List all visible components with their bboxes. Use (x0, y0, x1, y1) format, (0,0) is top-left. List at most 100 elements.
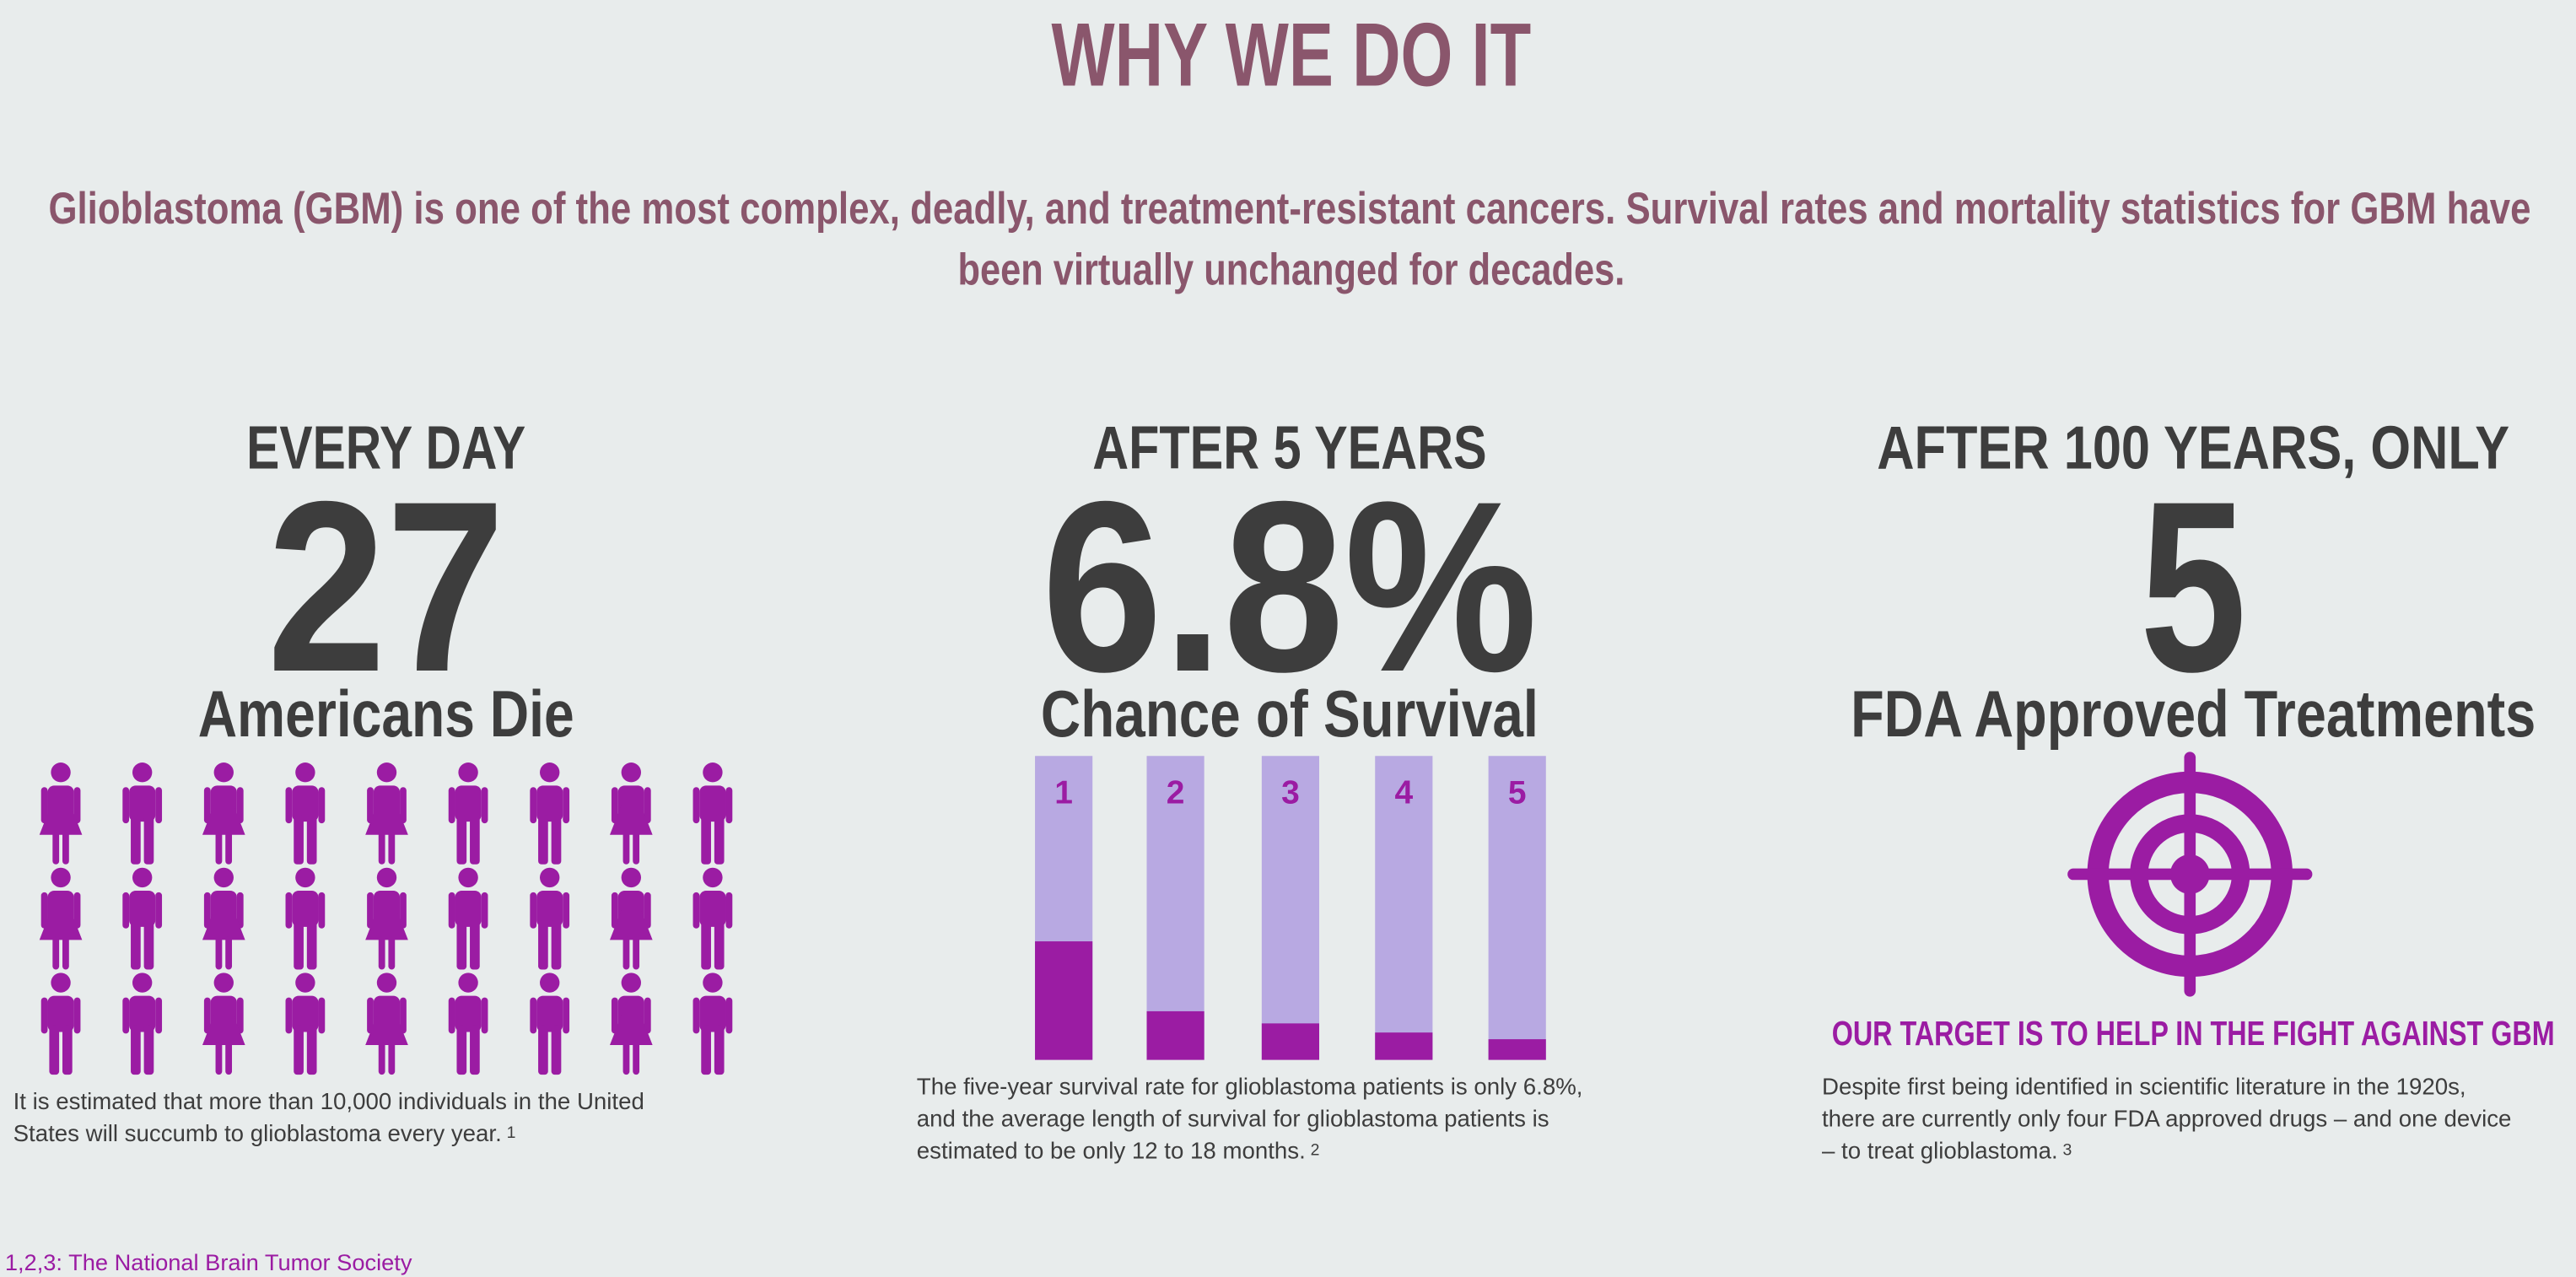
person-arm (285, 997, 293, 1034)
person-leg (294, 1025, 304, 1075)
target-icon (2067, 752, 2313, 997)
person-torso (292, 995, 319, 1032)
person-leg (306, 1025, 317, 1075)
person-leg (701, 920, 711, 970)
person-head (621, 973, 641, 993)
person-arm (644, 787, 651, 824)
person-skirt (609, 910, 653, 940)
person-leg (538, 815, 548, 865)
person-arm (367, 997, 374, 1034)
person-arm (122, 892, 130, 929)
person-leg (294, 815, 304, 865)
person-arm (448, 997, 455, 1034)
person-leg (143, 920, 154, 970)
person-arm (236, 892, 244, 929)
person-torso (292, 890, 319, 927)
person-leg (701, 815, 711, 865)
person-icon (40, 973, 81, 1075)
person-leg (622, 831, 630, 865)
person-head (51, 762, 71, 783)
stat-label: Chance of Survival (1041, 676, 1539, 751)
person-leg (551, 1025, 562, 1075)
intro-line: Glioblastoma (GBM) is one of the most co… (48, 184, 2530, 234)
person-head (295, 762, 315, 783)
person-leg (714, 920, 725, 970)
person-torso (129, 785, 156, 822)
stat-heading: AFTER 100 YEARS, ONLY (1877, 414, 2509, 482)
caption-line: States will succumb to glioblastoma ever… (13, 1120, 502, 1146)
caption-line: Despite first being identified in scient… (1822, 1073, 2466, 1099)
stat-label: FDA Approved Treatments (1851, 676, 2536, 751)
person-icon (122, 762, 163, 865)
person-head (376, 762, 397, 783)
person-arm (448, 892, 455, 929)
person-leg (378, 831, 385, 865)
person-leg (456, 815, 467, 865)
bar-label: 5 (1508, 775, 1527, 811)
person-icon (530, 973, 570, 1075)
person-icon (530, 762, 570, 865)
person-leg (131, 815, 141, 865)
person-leg (622, 936, 630, 970)
person-arm (73, 787, 81, 824)
tagline: OUR TARGET IS TO HELP IN THE FIGHT AGAIN… (1832, 1014, 2555, 1053)
person-torso (455, 995, 482, 1032)
person-leg (551, 920, 562, 970)
bar (1146, 1010, 1204, 1060)
footnote-ref: 3 (2062, 1141, 2072, 1160)
person-leg (538, 1025, 548, 1075)
stat-label: Americans Die (198, 676, 574, 751)
person-leg (388, 831, 396, 865)
stat-number: 27 (267, 451, 505, 723)
person-head (132, 762, 153, 783)
caption-line: It is estimated that more than 10,000 in… (13, 1088, 644, 1114)
person-leg (622, 1042, 630, 1075)
person-leg (143, 1025, 154, 1075)
person-arm (236, 787, 244, 824)
stat-heading: AFTER 5 YEARS (1092, 414, 1486, 482)
person-leg (294, 920, 304, 970)
person-icon (693, 762, 733, 865)
person-leg (388, 936, 396, 970)
person-arm (73, 997, 81, 1034)
person-icon (365, 762, 408, 865)
stat-number: 5 (2140, 451, 2247, 723)
person-arm (155, 787, 163, 824)
person-arm (122, 787, 130, 824)
footer-source: 1,2,3: The National Brain Tumor Society (5, 1249, 412, 1275)
person-arm (530, 892, 537, 929)
person-leg (52, 831, 60, 865)
person-head (540, 762, 560, 783)
person-arm (203, 787, 211, 824)
person-arm (400, 892, 407, 929)
person-icon (448, 973, 488, 1075)
person-arm (40, 892, 48, 929)
person-head (51, 973, 71, 993)
person-leg (633, 936, 640, 970)
person-icon (202, 762, 245, 865)
person-leg (215, 936, 223, 970)
person-head (621, 762, 641, 783)
person-leg (131, 1025, 141, 1075)
person-icon (202, 867, 245, 970)
person-arm (693, 997, 700, 1034)
page-title: WHY WE DO IT (1052, 4, 1532, 105)
person-leg (131, 920, 141, 970)
person-leg (456, 920, 467, 970)
person-skirt (202, 910, 245, 940)
caption-line: The five-year survival rate for glioblas… (917, 1073, 1583, 1099)
person-leg (388, 1042, 396, 1075)
person-icon (122, 867, 163, 970)
bar-label: 3 (1281, 775, 1300, 811)
person-arm (40, 997, 48, 1034)
person-arm (400, 997, 407, 1034)
person-head (540, 867, 560, 888)
person-icon (285, 762, 326, 865)
person-torso (536, 890, 563, 927)
person-icon (448, 867, 488, 970)
person-arm (318, 892, 326, 929)
person-arm (644, 997, 651, 1034)
